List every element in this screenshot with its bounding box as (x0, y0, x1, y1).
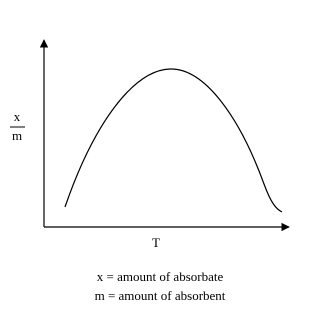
curve (64, 68, 283, 213)
legend-line: x = amount of absorbate (97, 269, 224, 284)
y-label-numerator: x (14, 109, 21, 124)
x-label: T (152, 235, 160, 250)
legend-line: m = amount of absorbent (95, 288, 226, 303)
y-label-denominator: m (12, 128, 22, 143)
